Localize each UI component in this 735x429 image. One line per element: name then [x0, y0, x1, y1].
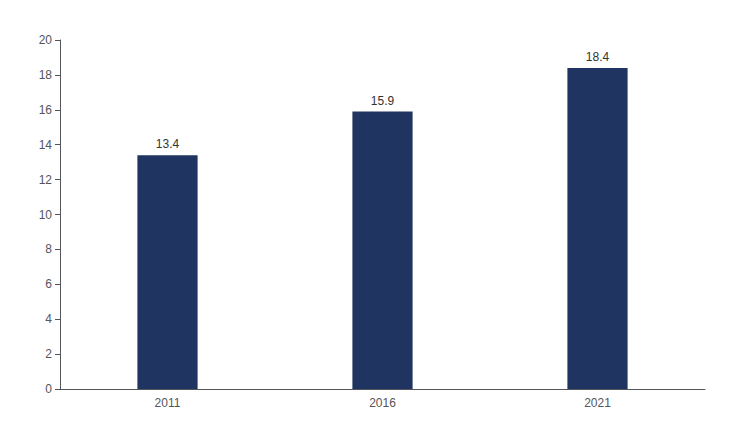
- svg-text:20: 20: [39, 33, 53, 47]
- svg-text:18: 18: [39, 68, 53, 82]
- svg-text:12: 12: [39, 173, 53, 187]
- svg-text:2021: 2021: [584, 396, 611, 410]
- svg-text:2: 2: [45, 347, 52, 361]
- svg-text:2016: 2016: [369, 396, 396, 410]
- svg-text:16: 16: [39, 103, 53, 117]
- svg-text:4: 4: [45, 312, 52, 326]
- svg-text:0: 0: [45, 382, 52, 396]
- svg-text:15.9: 15.9: [371, 94, 395, 108]
- svg-text:18.4: 18.4: [586, 50, 610, 64]
- svg-text:10: 10: [39, 208, 53, 222]
- svg-text:2011: 2011: [155, 396, 181, 410]
- svg-text:13.4: 13.4: [156, 137, 180, 151]
- svg-text:14: 14: [39, 138, 53, 152]
- svg-text:6: 6: [45, 277, 52, 291]
- svg-text:8: 8: [45, 242, 52, 256]
